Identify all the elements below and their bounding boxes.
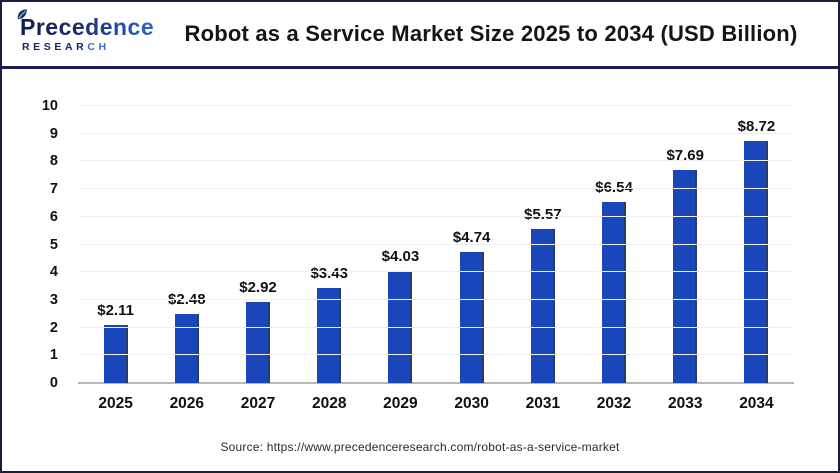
y-tick-label: 7	[49, 181, 58, 198]
bar-value-label: $2.92	[239, 279, 277, 297]
bar-value-label: $2.11	[97, 301, 134, 319]
gridline	[80, 188, 792, 190]
bar	[459, 251, 484, 383]
y-tick-label: 0	[49, 375, 58, 391]
bar-value-label: $3.43	[310, 265, 348, 282]
bar-value-label: $4.03	[381, 248, 420, 266]
bar	[602, 201, 627, 383]
chart-area: 0 1 2 3 4 5 6 7 8 9 10 $2.11 $2.48 $2.92 $3.43 $4.03 $4…	[2, 69, 838, 467]
y-tick-label: 1	[49, 347, 58, 364]
bar-value-label: $5.57	[524, 205, 562, 223]
y-tick-label: 4	[49, 264, 58, 281]
bar-value-label: $4.74	[452, 228, 491, 246]
bar	[103, 324, 128, 383]
y-tick-label: 6	[49, 208, 58, 225]
x-axis-labels: 2025 2026 2027 2028 2029 2030 2031 2032 2033 2034	[80, 395, 792, 413]
bar	[744, 141, 769, 383]
bar-column: $2.11	[80, 106, 151, 383]
bar	[673, 170, 698, 383]
chart-title: Robot as a Service Market Size 2025 to 2…	[184, 21, 798, 46]
y-tick-label: 10	[41, 98, 58, 114]
bar-column: $3.43	[294, 106, 365, 383]
gridline	[80, 215, 792, 217]
brand-name: Precedence	[20, 15, 166, 39]
brand-subtitle: RESEARCH	[20, 41, 166, 53]
x-tick-label: 2025	[98, 395, 133, 412]
gridline	[80, 298, 792, 300]
y-axis: 0 1 2 3 4 5 6 7 8 9 10	[2, 98, 68, 391]
bar-value-label: $7.69	[666, 147, 704, 164]
gridline	[80, 243, 792, 245]
leaf-icon	[17, 9, 27, 20]
gridline	[80, 271, 792, 273]
bar-value-label: $8.72	[737, 118, 776, 136]
y-tick-label: 8	[49, 153, 58, 170]
bar-column: $8.72	[721, 106, 792, 383]
bar-column: $4.74	[436, 106, 507, 383]
bar-column: $7.69	[650, 106, 721, 383]
bar	[246, 302, 270, 383]
brand-subtitle-right: CH	[87, 40, 110, 53]
x-tick-label: 2027	[240, 395, 276, 412]
bar-column: $2.48	[151, 106, 222, 383]
y-tick-label: 2	[49, 319, 58, 336]
x-tick-label: 2033	[667, 395, 703, 412]
source-note: Source: https://www.precedenceresearch.c…	[220, 440, 620, 454]
y-tick-label: 9	[49, 125, 58, 142]
gridline	[80, 160, 792, 162]
y-tick-label: 5	[49, 236, 58, 253]
bar	[317, 288, 342, 383]
bar-column: $2.92	[222, 106, 293, 383]
gridline	[80, 354, 792, 356]
x-tick-label: 2028	[311, 395, 347, 412]
gridline	[80, 105, 792, 106]
x-tick-label: 2032	[596, 395, 632, 412]
gridline	[80, 132, 792, 134]
plot-area: $2.11 $2.48 $2.92 $3.43 $4.03 $4.74 $5.57 $6.54…	[78, 105, 794, 384]
bar	[530, 228, 555, 383]
x-tick-label: 2030	[454, 395, 489, 412]
brand-subtitle-left: RESEAR	[22, 40, 88, 53]
x-tick-label: 2034	[739, 395, 774, 412]
x-tick-label: 2029	[383, 395, 418, 412]
bar-value-label: $6.54	[595, 178, 633, 196]
brand-logo: Precedence RESEARCH	[16, 9, 166, 53]
header: Precedence RESEARCH Robot as a Service M…	[2, 2, 838, 69]
bar	[174, 314, 199, 383]
x-tick-label: 2026	[169, 395, 205, 412]
bar-column: $5.57	[507, 106, 578, 383]
bar-column: $6.54	[578, 106, 649, 383]
x-axis-line	[78, 382, 794, 384]
gridline	[80, 326, 792, 328]
x-tick-label: 2031	[525, 395, 561, 412]
y-tick-label: 3	[49, 291, 58, 308]
bar-column: $4.03	[365, 106, 436, 383]
bars-container: $2.11 $2.48 $2.92 $3.43 $4.03 $4.74 $5.57 $6.54…	[80, 106, 792, 383]
